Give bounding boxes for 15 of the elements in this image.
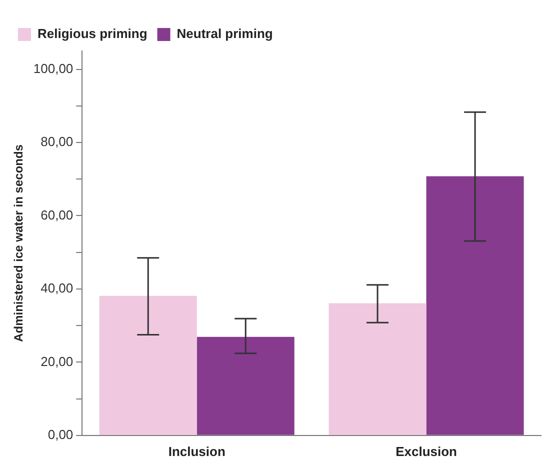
- y-tick-label: 20,00: [40, 354, 74, 369]
- legend-label: Neutral priming: [176, 26, 273, 42]
- y-axis-title: Administered ice water in seconds: [12, 144, 26, 342]
- legend-label: Religious priming: [38, 26, 148, 42]
- bar: [328, 303, 426, 435]
- y-tick-label: 60,00: [40, 207, 74, 222]
- y-tick-label: 80,00: [40, 134, 74, 150]
- bar: [196, 336, 294, 435]
- y-tick-label: 100,00: [33, 60, 74, 76]
- x-tick-label: Inclusion: [168, 444, 226, 459]
- bar: [99, 296, 197, 435]
- x-tick-label: Exclusion: [396, 444, 458, 459]
- bar: [426, 176, 524, 435]
- y-tick-label: 0,00: [48, 426, 74, 442]
- y-tick-label: 40,00: [40, 280, 74, 296]
